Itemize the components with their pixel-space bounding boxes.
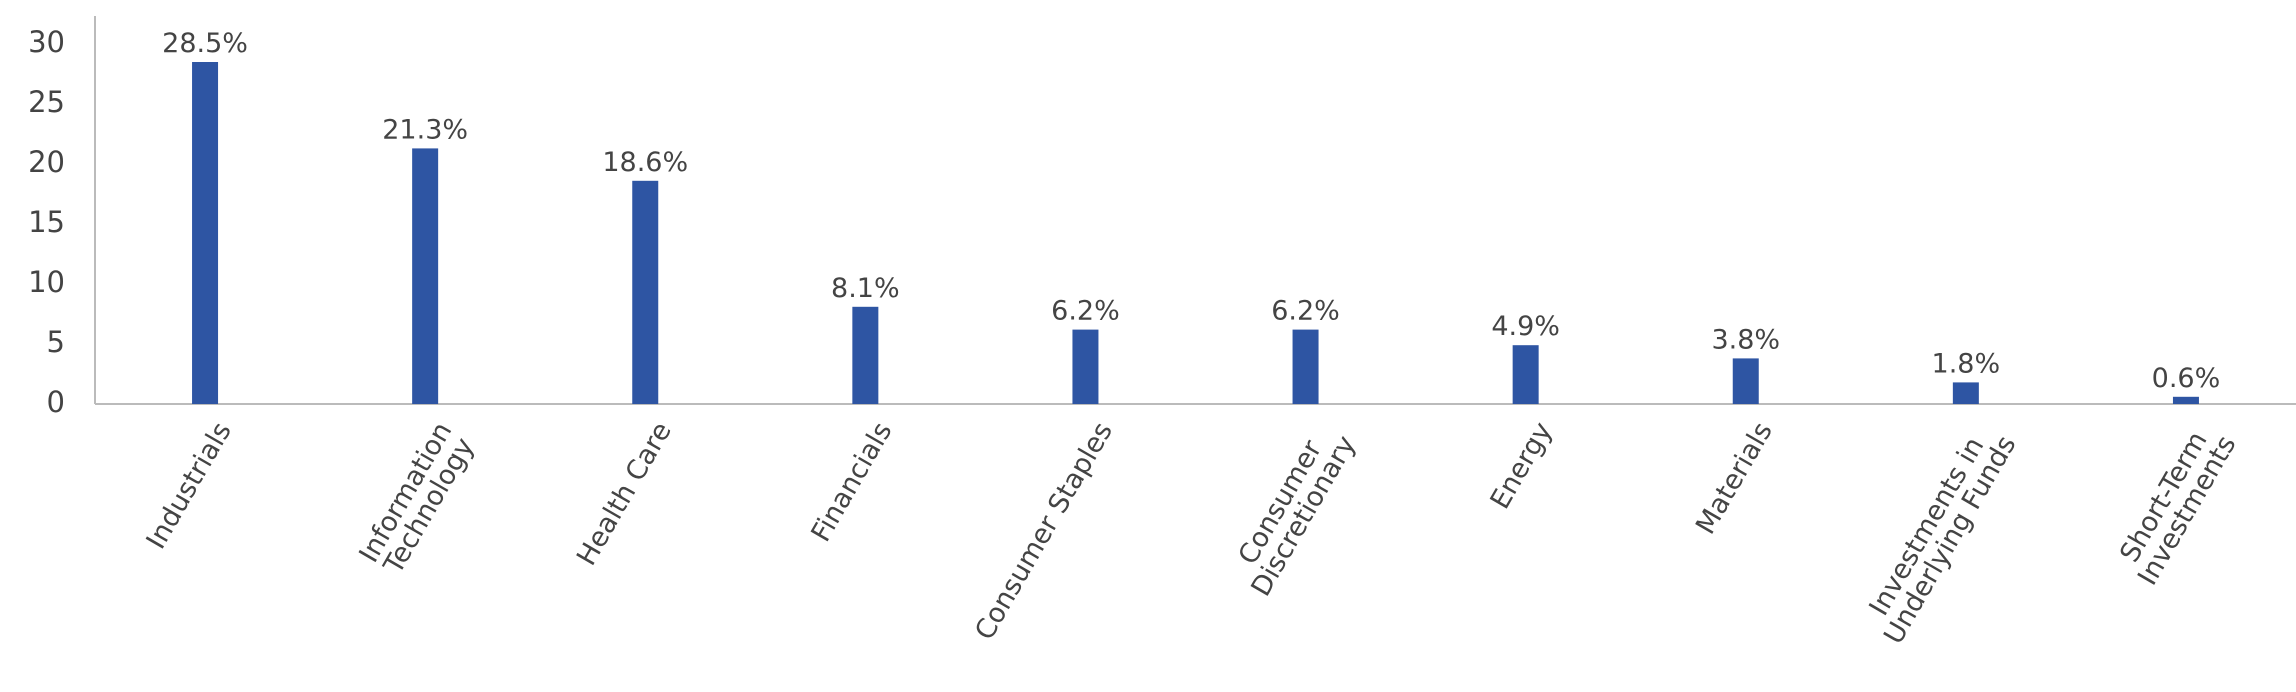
bar — [632, 180, 659, 404]
bar — [1292, 329, 1319, 404]
value-label: 8.1% — [831, 273, 900, 304]
y-tick-label: 5 — [47, 325, 65, 359]
bar — [1732, 358, 1759, 404]
bar — [1072, 329, 1099, 404]
value-label: 1.8% — [1932, 348, 2001, 379]
y-tick-label: 25 — [28, 85, 65, 119]
value-label: 21.3% — [382, 114, 468, 145]
value-label: 6.2% — [1051, 296, 1120, 327]
value-label: 0.6% — [2152, 363, 2221, 394]
bar — [412, 148, 439, 404]
y-tick-label: 10 — [28, 265, 65, 299]
value-label: 28.5% — [162, 28, 248, 59]
y-tick-label: 0 — [47, 385, 65, 419]
bar — [1952, 382, 1979, 404]
value-label: 3.8% — [1711, 324, 1780, 355]
value-label: 18.6% — [602, 147, 688, 178]
bar — [192, 62, 219, 404]
value-label: 4.9% — [1491, 311, 1560, 342]
y-tick-label: 15 — [28, 205, 65, 239]
bar — [852, 306, 879, 404]
value-label: 6.2% — [1271, 296, 1340, 327]
y-tick-label: 30 — [28, 25, 65, 59]
bar — [2172, 396, 2199, 404]
y-tick-label: 20 — [28, 145, 65, 179]
bar — [1512, 345, 1539, 404]
